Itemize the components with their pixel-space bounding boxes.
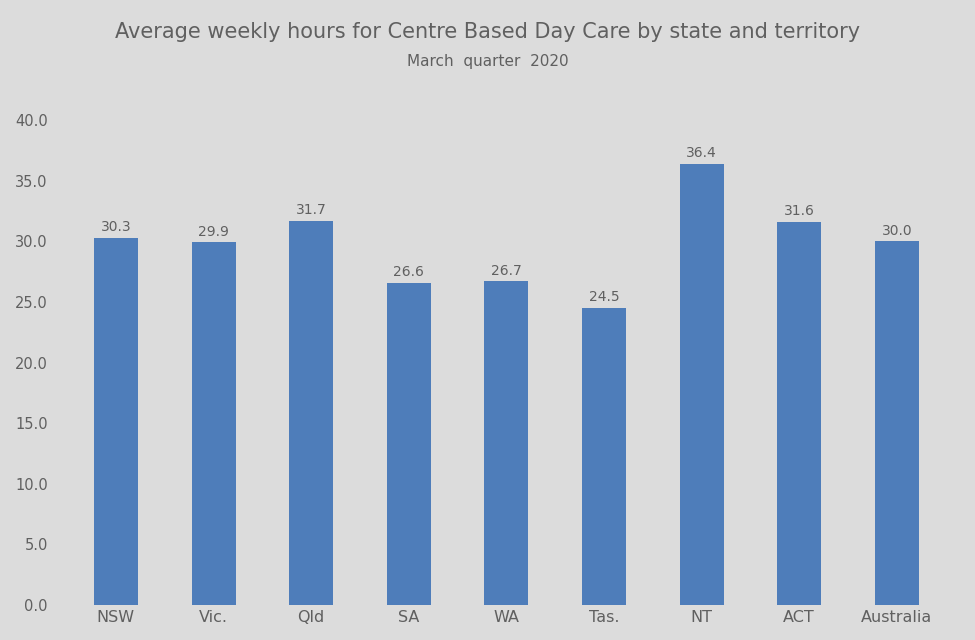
Bar [582, 308, 626, 605]
Text: 29.9: 29.9 [198, 225, 229, 239]
Text: 30.3: 30.3 [100, 220, 132, 234]
Text: 30.0: 30.0 [881, 223, 912, 237]
Text: Average weekly hours for Centre Based Day Care by state and territory: Average weekly hours for Centre Based Da… [115, 22, 860, 42]
Bar [777, 222, 821, 605]
Text: 24.5: 24.5 [589, 291, 619, 305]
Text: 31.7: 31.7 [295, 203, 327, 217]
Bar [680, 164, 723, 605]
Text: 26.6: 26.6 [393, 265, 424, 279]
Bar [387, 282, 431, 605]
Text: 31.6: 31.6 [784, 204, 815, 218]
Text: 36.4: 36.4 [686, 146, 717, 160]
Bar [290, 221, 333, 605]
Bar [191, 243, 236, 605]
Bar [485, 282, 528, 605]
Text: 26.7: 26.7 [491, 264, 522, 278]
Bar [875, 241, 918, 605]
Text: March  quarter  2020: March quarter 2020 [407, 54, 568, 69]
Bar [94, 237, 137, 605]
